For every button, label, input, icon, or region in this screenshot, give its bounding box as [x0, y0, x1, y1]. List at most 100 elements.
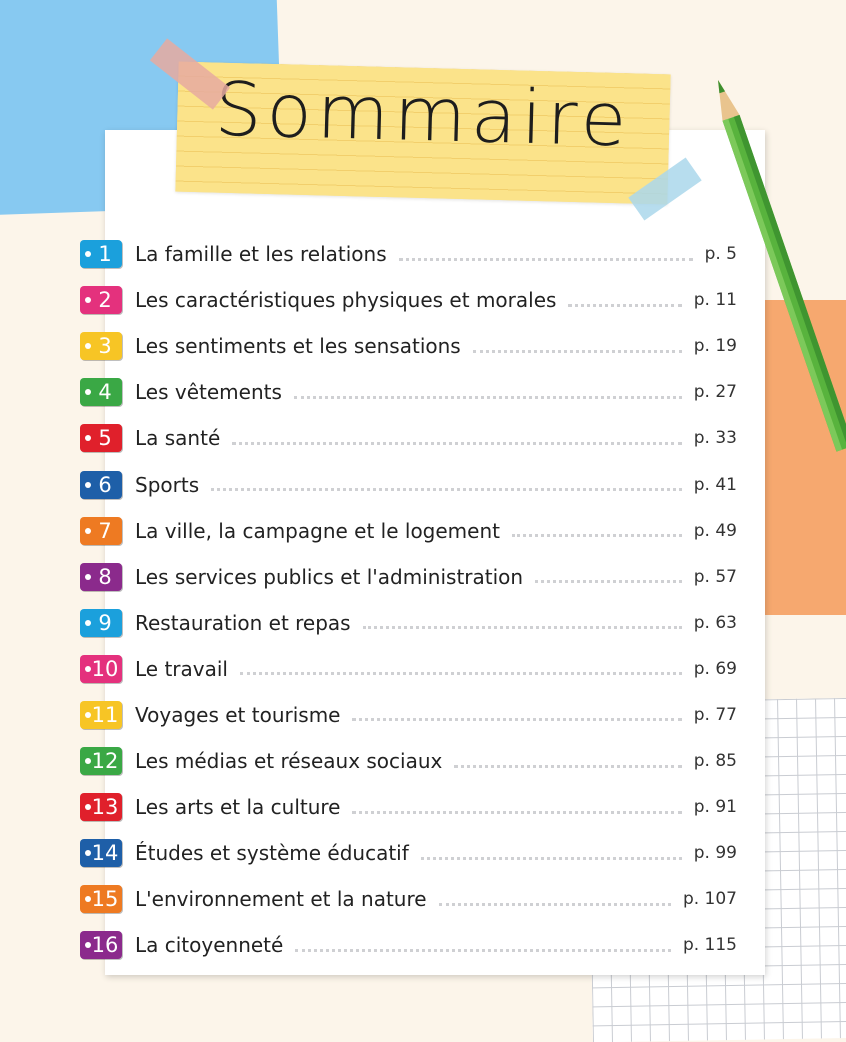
- dot-leader: [454, 764, 682, 768]
- entry: 14 Études et système éducatif p. 99: [80, 830, 737, 876]
- page-number: p. 33: [693, 428, 737, 449]
- chapter-tag: 15: [80, 885, 122, 914]
- dot-leader: [293, 395, 682, 399]
- page-number: p. 57: [693, 566, 737, 587]
- dot-leader: [211, 488, 682, 492]
- chapter-title: Restauration et repas: [135, 610, 351, 635]
- chapter-title: Les caractéristiques physiques et morale…: [135, 288, 557, 313]
- page-number: p. 107: [682, 889, 737, 910]
- chapter-number: 15: [91, 887, 119, 912]
- chapter-tag: 6: [80, 470, 122, 499]
- page-number: p. 27: [693, 382, 737, 403]
- dot-leader: [472, 349, 682, 353]
- chapter-number: 1: [98, 242, 112, 267]
- entry: 6 Sports p. 41: [80, 461, 737, 507]
- dot-leader: [568, 303, 682, 307]
- chapter-tag: 14: [80, 839, 122, 868]
- page-number: p. 19: [693, 336, 737, 357]
- dot-leader: [352, 810, 682, 814]
- dot-leader: [535, 580, 682, 584]
- entry: 5 La santé p. 33: [80, 415, 737, 461]
- chapter-number: 16: [91, 933, 119, 958]
- dot-leader: [362, 626, 682, 630]
- chapter-title: Études et système éducatif: [135, 841, 409, 866]
- chapter-tag: 3: [80, 332, 122, 361]
- page-number: p. 11: [693, 290, 737, 311]
- chapter-number: 11: [91, 702, 119, 727]
- entry: 11 Voyages et tourisme p. 77: [80, 692, 737, 738]
- chapter-title: Les sentiments et les sensations: [135, 334, 461, 359]
- page-number: p. 77: [693, 704, 737, 725]
- paper: [105, 130, 765, 975]
- chapter-tag: 4: [80, 378, 122, 407]
- page-number: p. 99: [693, 843, 737, 864]
- chapter-title: La citoyenneté: [135, 933, 284, 958]
- chapter-tag: 2: [80, 286, 122, 315]
- entry: 13 Les arts et la culture p. 91: [80, 784, 737, 830]
- title: Sommaire: [213, 66, 633, 164]
- entry: 8 Les services publics et l'administratio…: [80, 554, 737, 600]
- chapter-number: 13: [91, 795, 119, 820]
- dot-leader: [232, 441, 682, 445]
- chapter-title: La famille et les relations: [135, 242, 387, 267]
- dot-leader: [239, 672, 682, 676]
- chapter-tag: 9: [80, 608, 122, 637]
- page-number: p. 63: [693, 612, 737, 633]
- chapter-number: 7: [98, 518, 112, 543]
- page-number: p. 41: [693, 474, 737, 495]
- chapter-title: Les arts et la culture: [135, 795, 341, 820]
- dot-leader: [512, 534, 682, 538]
- entry: 3 Les sentiments et les sensations p. 19: [80, 323, 737, 369]
- entry: 16 La citoyenneté p. 115: [80, 922, 737, 968]
- chapter-tag: 8: [80, 562, 122, 591]
- chapter-tag: 16: [80, 931, 122, 960]
- chapter-title: Les services publics et l'administration: [135, 564, 524, 589]
- page-number: p. 115: [682, 935, 737, 956]
- chapter-tag: 13: [80, 793, 122, 822]
- page-number: p. 91: [693, 797, 737, 818]
- entry: 4 Les vêtements p. 27: [80, 369, 737, 415]
- chapter-number: 9: [98, 610, 112, 635]
- chapter-tag: 11: [80, 700, 122, 729]
- chapter-number: 12: [91, 749, 119, 774]
- page-number: p. 5: [704, 244, 737, 265]
- chapter-number: 2: [98, 288, 112, 313]
- dot-leader: [352, 718, 682, 722]
- contents-list: 1 La famille et les relations p. 5 2 Les car…: [80, 231, 737, 969]
- chapter-number: 8: [98, 564, 112, 589]
- chapter-number: 4: [98, 380, 112, 405]
- page-number: p. 69: [693, 658, 737, 679]
- entry: 10 Le travail p. 69: [80, 646, 737, 692]
- chapter-title: Le travail: [135, 656, 228, 681]
- chapter-tag: 1: [80, 240, 122, 269]
- entry: 2 Les caractéristiques physiques et moral…: [80, 277, 737, 323]
- chapter-title: La ville, la campagne et le logement: [135, 518, 500, 543]
- dot-leader: [420, 856, 682, 860]
- chapter-number: 14: [91, 841, 119, 866]
- chapter-title: Sports: [135, 472, 200, 497]
- chapter-tag: 5: [80, 424, 122, 453]
- chapter-number: 6: [98, 472, 112, 497]
- entry: 9 Restauration et repas p. 63: [80, 600, 737, 646]
- pencil: [718, 80, 846, 452]
- chapter-title: L'environnement et la nature: [135, 887, 427, 912]
- entry: 15 L'environnement et la nature p. 107: [80, 876, 737, 922]
- entry: 12 Les médias et réseaux sociaux p. 85: [80, 738, 737, 784]
- chapter-tag: 7: [80, 516, 122, 545]
- dot-leader: [295, 948, 671, 952]
- dot-leader: [438, 902, 671, 906]
- page-number: p. 49: [693, 520, 737, 541]
- entry: 7 La ville, la campagne et le logement p. …: [80, 508, 737, 554]
- chapter-title: La santé: [135, 426, 221, 451]
- dot-leader: [398, 257, 693, 261]
- chapter-tag: 10: [80, 654, 122, 683]
- chapter-number: 5: [98, 426, 112, 451]
- chapter-number: 3: [98, 334, 112, 359]
- entry: 1 La famille et les relations p. 5: [80, 231, 737, 277]
- chapter-tag: 12: [80, 747, 122, 776]
- chapter-title: Les médias et réseaux sociaux: [135, 749, 443, 774]
- chapter-title: Voyages et tourisme: [135, 702, 341, 727]
- chapter-title: Les vêtements: [135, 380, 282, 405]
- page-number: p. 85: [693, 751, 737, 772]
